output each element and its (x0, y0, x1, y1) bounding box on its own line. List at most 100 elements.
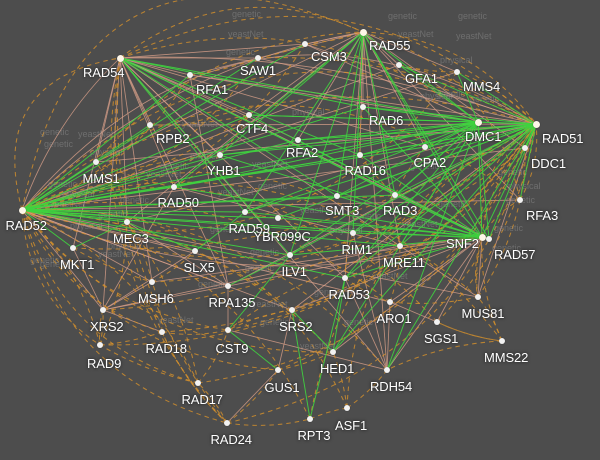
graph-node-mec3[interactable] (124, 219, 130, 225)
graph-node-dmc1[interactable] (474, 118, 482, 126)
graph-node-mms4[interactable] (454, 69, 460, 75)
graph-node-rad55[interactable] (359, 28, 367, 36)
graph-edge (197, 382, 228, 424)
graph-node-smt3[interactable] (334, 193, 340, 199)
graph-node-label-mms1: MMS1 (82, 171, 120, 186)
graph-node-rfa2[interactable] (295, 137, 301, 143)
graph-edge (126, 221, 229, 287)
graph-edge (399, 123, 537, 247)
graph-edge (346, 369, 388, 409)
graph-node-rfa1[interactable] (187, 72, 193, 78)
graph-node-ctf4[interactable] (246, 112, 252, 118)
graph-edge (21, 106, 364, 211)
graph-edge (277, 351, 334, 371)
graph-edge (257, 43, 306, 59)
graph-node-rad53[interactable] (342, 275, 348, 281)
graph-node-rpb2[interactable] (147, 122, 153, 128)
graph-edge (362, 31, 458, 73)
graph-node-yhb1[interactable] (217, 152, 223, 158)
graph-node-hed1[interactable] (330, 349, 336, 355)
graph-edge (119, 57, 291, 256)
graph-edge (21, 209, 479, 298)
graph-node-rad57[interactable] (486, 236, 492, 242)
graph-edge (386, 123, 537, 371)
graph-node-rad17[interactable] (195, 380, 201, 386)
graph-node-snf2[interactable] (478, 233, 486, 241)
graph-node-mms22[interactable] (499, 338, 505, 344)
graph-node-rad9[interactable] (97, 342, 103, 348)
graph-node-ddc1[interactable] (522, 145, 528, 151)
graph-edge (99, 344, 199, 384)
graph-node-label-aro1: ARO1 (376, 311, 412, 326)
graph-node-rim1[interactable] (350, 230, 356, 236)
graph-node-rad18[interactable] (159, 329, 165, 335)
graph-node-gfa1[interactable] (396, 62, 402, 68)
graph-node-rad6[interactable] (360, 104, 366, 110)
graph-node-rad24[interactable] (224, 420, 230, 426)
graph-node-rad50[interactable] (171, 184, 177, 190)
graph-node-slx5[interactable] (192, 248, 198, 254)
graph-node-ybr099c[interactable] (275, 215, 281, 221)
graph-edge (362, 31, 526, 149)
graph-node-rpt3[interactable] (307, 416, 313, 422)
graph-edge (161, 329, 229, 335)
graph-edge (332, 121, 479, 353)
graph-node-mkt1[interactable] (70, 245, 76, 251)
graph-edge (21, 194, 396, 211)
graph-edge (95, 96, 537, 163)
graph-node-xrs2[interactable] (100, 307, 106, 313)
graph-node-label-rad3: RAD3 (383, 203, 418, 218)
graph-node-label-rad52: RAD52 (5, 218, 48, 233)
graph-node-aro1[interactable] (387, 299, 393, 305)
graph-node-asf1[interactable] (344, 405, 350, 411)
graph-edge (119, 57, 299, 141)
graph-edge (21, 209, 391, 303)
graph-edge (291, 309, 311, 420)
graph-node-csm3[interactable] (302, 41, 308, 47)
graph-node-cpa2[interactable] (422, 144, 428, 150)
graph-node-rad51[interactable] (532, 120, 540, 128)
graph-node-srs2[interactable] (289, 307, 295, 313)
graph-node-label-rad51: RAD51 (542, 131, 584, 146)
graph-node-rad3[interactable] (392, 192, 398, 198)
graph-edge (227, 254, 291, 287)
graph-edge (244, 121, 479, 213)
graph-edge (161, 123, 537, 333)
graph-edge (436, 123, 537, 323)
graph-node-saw1[interactable] (255, 55, 261, 61)
graph-node-label-rad16: RAD16 (344, 163, 387, 178)
graph-edge (362, 31, 537, 125)
graph-node-rfa3[interactable] (517, 197, 523, 203)
graph-node-ilv1[interactable] (287, 252, 293, 258)
graph-edge (362, 106, 537, 125)
graph-node-rdh54[interactable] (384, 367, 390, 373)
graph-node-msh6[interactable] (149, 279, 155, 285)
graph-edge (72, 221, 128, 249)
graph-edge (488, 123, 537, 240)
graph-node-sgs1[interactable] (434, 319, 440, 325)
graph-edge (436, 236, 483, 323)
graph-edge (21, 74, 191, 211)
graph-node-rad16[interactable] (357, 152, 363, 158)
graph-edge (21, 209, 279, 219)
graph-node-rad52[interactable] (18, 206, 26, 214)
graph-node-mre11[interactable] (397, 243, 403, 249)
graph-edge (116, 57, 228, 424)
graph-edge (119, 57, 361, 156)
graph-node-rpa135[interactable] (225, 283, 231, 289)
graph-node-rad54[interactable] (116, 54, 124, 62)
graph-node-label-rad17: RAD17 (181, 392, 224, 407)
graph-edge (362, 31, 483, 238)
graph-node-mus81[interactable] (475, 294, 481, 300)
graph-edge (173, 123, 537, 188)
graph-edge (277, 217, 483, 238)
graph-node-mms1[interactable] (93, 159, 99, 165)
graph-edge (151, 281, 163, 333)
graph-edge (277, 123, 537, 371)
graph-node-gus1[interactable] (275, 367, 281, 373)
graph-edge (161, 331, 228, 424)
graph-edge (359, 106, 364, 156)
graph-node-cst9[interactable] (225, 327, 231, 333)
graph-node-rad59[interactable] (242, 209, 248, 215)
